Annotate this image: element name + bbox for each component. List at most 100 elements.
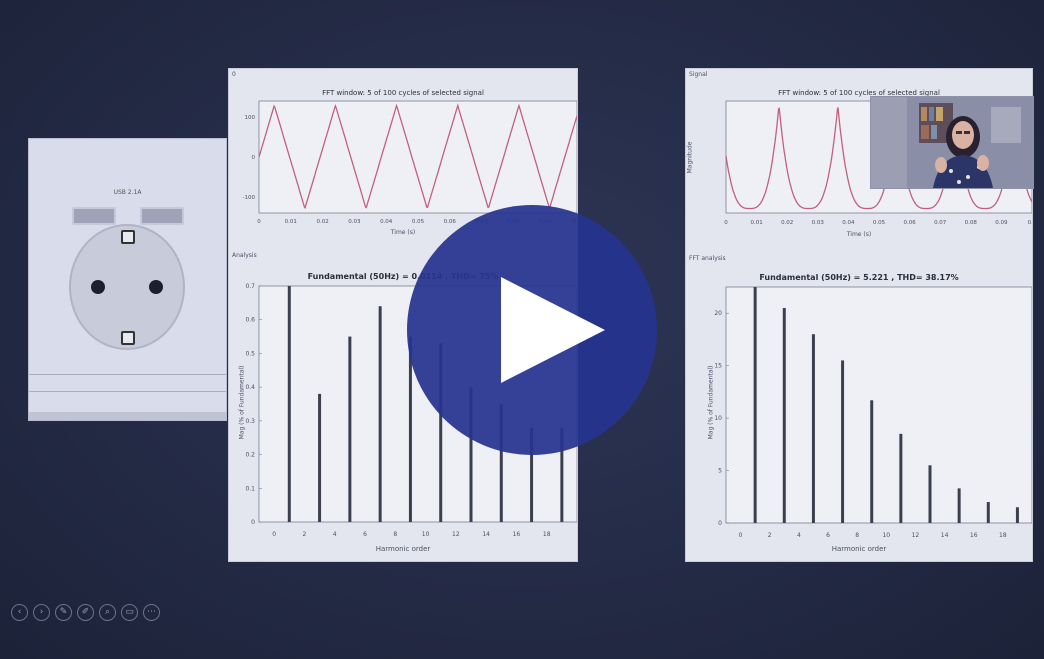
more-options-button[interactable]: ⋯ [143,604,160,621]
bar-x-tick: 12 [452,531,460,538]
wave-x-tick: 0.02 [781,220,793,226]
bar-x-tick: 18 [999,532,1007,539]
wave-x-tick: 0.06 [444,219,457,225]
presenter-image [871,97,1033,188]
outlet-ground-clip-top [121,230,135,244]
wave-y-tick: -100 [243,195,256,201]
pen-tool-button[interactable]: ✎ [55,604,72,621]
harmonic-bar [928,465,932,523]
wave-x-tick: 0.03 [348,219,361,225]
outlet-pin-right [149,280,163,294]
wave-x-tick: 0.03 [812,220,825,226]
wave-x-tick: 0.05 [873,220,886,226]
bar-y-tick: 0.1 [245,485,255,492]
wave-y-tick: 100 [245,115,256,121]
outlet-pin-left [91,280,105,294]
panel-divider [29,374,226,375]
harmonic-bar [499,404,503,522]
bar-x-tick: 2 [768,532,772,539]
power-outlet [69,224,185,350]
wave-y-ticks: 100 0 -100 [243,115,256,201]
harmonic-bar [318,393,322,522]
wave-x-tick: 0.1 [1028,220,1032,226]
harmonic-bar [469,387,473,522]
presentation-toolbar: ‹ › ✎ ✐ ⌕ ▭ ⋯ [11,604,160,621]
bar-x-tick: 8 [855,532,859,539]
bar-x-tick: 0 [272,531,276,538]
bar-x-label: Harmonic order [375,545,431,553]
wave-x-tick: 0.08 [965,220,978,226]
next-slide-button[interactable]: › [33,604,50,621]
bar-x-tick: 4 [333,531,337,538]
waveform-line [258,103,577,210]
bar-plot-title: Fundamental (50Hz) = 5.221 , THD= 38.17% [759,273,959,282]
wave-plot-title: FFT window: 5 of 100 cycles of selected … [778,89,940,97]
harmonic-bar [408,336,412,522]
highlighter-tool-button[interactable]: ✐ [77,604,94,621]
bar-x-tick: 8 [393,531,397,538]
bar-y-tick: 5 [718,468,722,475]
harmonic-bar [439,343,443,522]
bar-plot-area [725,286,1032,524]
bar-x-tick: 4 [797,532,801,539]
bar-x-tick: 0 [739,532,743,539]
panel-divider [29,391,226,392]
bar-x-tick: 6 [363,531,367,538]
bar-x-tick: 16 [970,532,978,539]
wave-plot-area [258,100,577,214]
bar-x-tick: 16 [513,531,521,538]
panel-foot [29,412,226,420]
harmonic-bar [348,336,352,522]
harmonic-bar [841,360,845,523]
bar-y-tick: 0.2 [245,452,255,459]
bar-y-tick: 0 [718,520,722,527]
usb-port-left [72,207,116,225]
wave-corner-label: Signal [689,71,708,78]
harmonic-bar [753,287,757,523]
wave-x-label: Time (s) [390,229,416,236]
bar-x-label: Harmonic order [831,545,887,553]
wave-x-tick: 0.06 [903,220,916,226]
bar-y-label: Mag (% of Fundamental) [238,365,246,440]
bar-y-tick: 0.5 [245,350,255,357]
harmonic-bar [530,427,534,522]
wave-x-tick: 0.01 [285,219,297,225]
prev-slide-button[interactable]: ‹ [11,604,28,621]
bar-x-tick: 12 [912,532,920,539]
bar-x-tick: 2 [303,531,307,538]
harmonic-bar [560,427,564,522]
bar-y-tick: 0.3 [245,418,255,425]
wave-x-tick: 0.09 [995,220,1008,226]
wave-x-tick: 0 [257,219,261,225]
wave-x-label: Time (s) [846,231,872,238]
harmonic-bar [378,306,382,522]
zoom-button[interactable]: ⌕ [99,604,116,621]
play-icon [501,277,605,383]
wave-x-tick: 0.07 [934,220,947,226]
usb-port-right [140,207,184,225]
wave-corner-label: 0 [232,71,236,78]
subtitles-button[interactable]: ▭ [121,604,138,621]
wave-x-tick: 0.04 [842,220,855,226]
harmonic-bar [957,488,961,523]
bar-plot-title: Fundamental (50Hz) = 0.0114 , THD= 75% [307,272,499,281]
bar-y-tick: 0 [251,519,255,526]
socket-panel: USB 2.1A [29,139,226,420]
wave-plot-title: FFT window: 5 of 100 cycles of selected … [322,89,484,97]
bar-y-tick: 20 [714,310,722,317]
right-harmonic-bar-chart: 0 2 4 6 8 10 12 14 16 18 0 5 10 15 20 [714,286,1032,539]
harmonic-bar [986,502,990,523]
presenter-face [952,121,974,149]
wave-x-tick: 0.02 [316,219,328,225]
usb-label: USB 2.1A [113,189,142,196]
bar-y-tick: 0.7 [245,283,255,290]
outlet-ground-clip-bottom [121,331,135,345]
bar-x-tick: 6 [826,532,830,539]
play-button[interactable] [407,205,657,455]
wave-x-tick: 0 [724,220,728,226]
bar-corner-label: Analysis [232,252,257,259]
bar-x-tick: 18 [543,531,551,538]
bar-y-tick: 10 [714,415,722,422]
bar-x-tick: 14 [941,532,949,539]
